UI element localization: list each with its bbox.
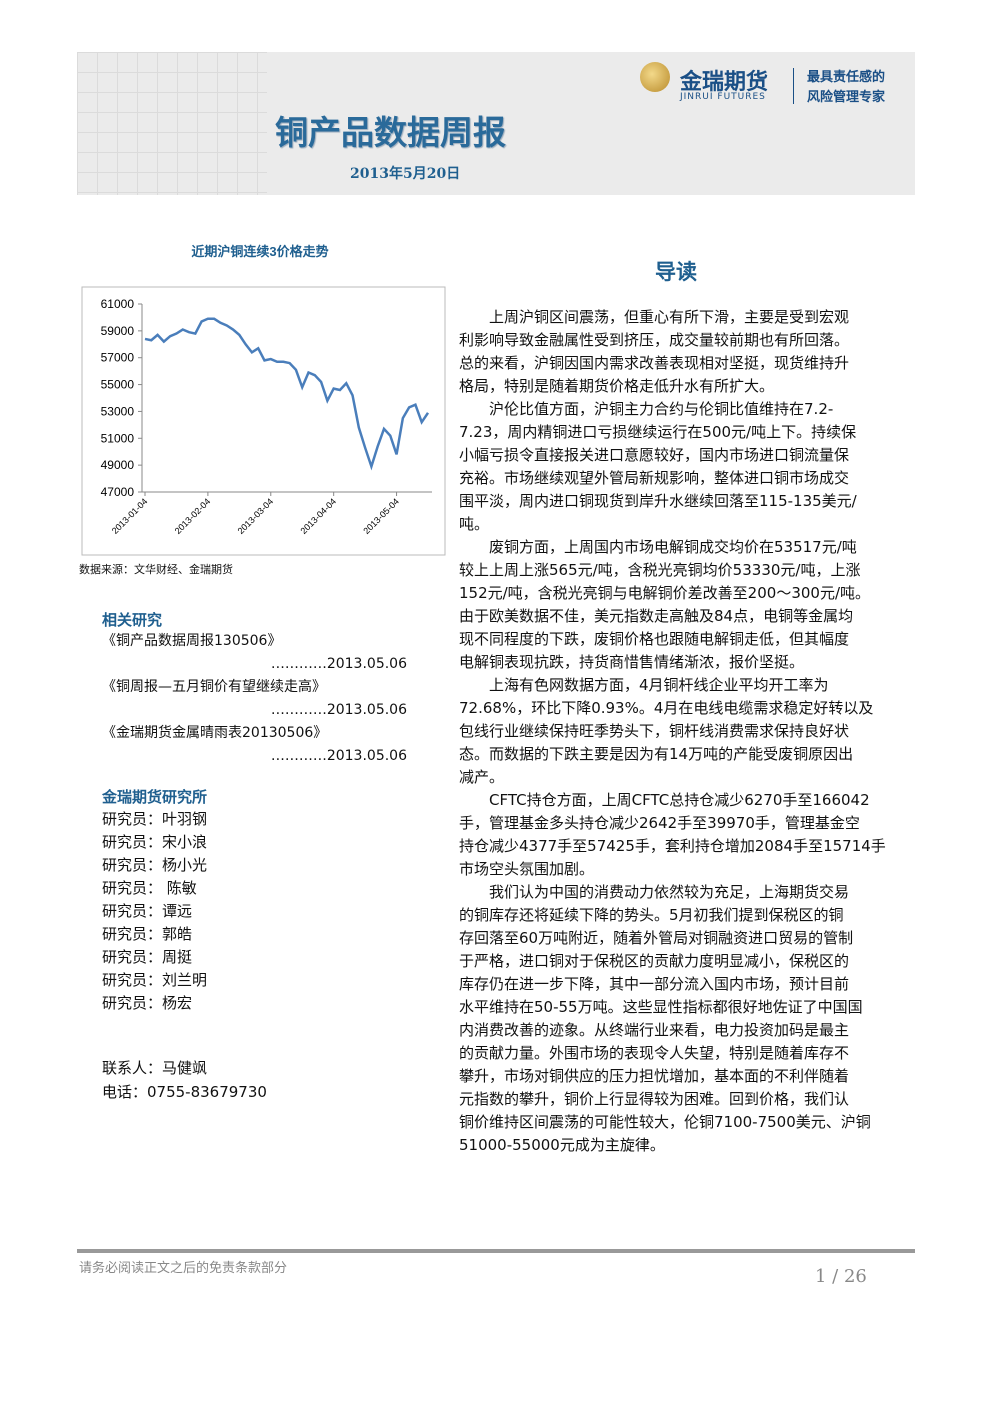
intro-line: 减产。 — [459, 768, 505, 786]
y-tick-label: 53000 — [101, 404, 135, 418]
intro-line: 废铜方面，上周国内市场电解铜成交均价在53517元/吨 — [489, 538, 857, 556]
page-number: 1 / 26 — [815, 1266, 867, 1287]
logo-divider — [793, 68, 794, 104]
intro-line: 格局，特别是随着期货价格走低升水有所扩大。 — [459, 377, 775, 395]
x-tick-label: 2013-04-04 — [298, 496, 338, 536]
y-tick-label: 47000 — [101, 485, 135, 499]
chart-title: 近期沪铜连续3价格走势 — [191, 244, 328, 259]
related-date: …………2013.05.06 — [270, 748, 407, 764]
researcher: 研究员：叶羽钢 — [102, 810, 208, 828]
researcher: 研究员：杨小光 — [102, 856, 208, 874]
footer-rule — [77, 1249, 915, 1253]
intro-line: 水平维持在50-55万吨。这些显性指标都很好地佐证了中国国 — [459, 998, 863, 1016]
logo-mark — [640, 62, 670, 92]
intro-line: 利影响导致金融属性受到挤压，成交量较前期也有所回落。 — [459, 331, 850, 349]
intro-line: 于严格，进口铜对于保税区的贡献力度明显减小，保税区的 — [459, 952, 850, 970]
related-item: 《金瑞期货金属晴雨表20130506》 — [102, 725, 328, 741]
related-title: 相关研究 — [102, 611, 163, 629]
y-tick-label: 57000 — [101, 351, 135, 365]
researcher: 研究员： 陈敏 — [102, 879, 197, 897]
intro-line: 内消费改善的迹象。从终端行业来看，电力投资加码是最主 — [459, 1021, 850, 1039]
x-tick-label: 2013-02-04 — [173, 496, 213, 536]
intro-line: 的铜库存还将延续下降的势头。5月初我们提到保税区的铜 — [459, 906, 844, 924]
y-tick-label: 49000 — [101, 458, 135, 472]
intro-line: 现不同程度的下跌，废铜价格也跟随电解铜走低，但其幅度 — [459, 630, 850, 648]
intro-line: 铜价维持区间震荡的可能性较大，伦铜7100-7500美元、沪铜 — [459, 1113, 871, 1131]
y-tick-label: 61000 — [101, 297, 135, 311]
researcher: 研究员：郭皓 — [102, 925, 193, 943]
intro-title: 导读 — [655, 259, 697, 284]
related-list: 《铜产品数据周报130506》 …………2013.05.06 《铜周报—五月铜价有望… — [102, 630, 407, 768]
intro-line: 元指数的攀升，铜价上行显得较为困难。回到价格，我们认 — [459, 1090, 850, 1108]
disclaimer: 请务必阅读正文之后的免责条款部分 — [79, 1261, 288, 1276]
price-line — [144, 317, 430, 471]
x-tick-label: 2013-03-04 — [236, 496, 276, 536]
intro-line: 7.23，周内精铜进口亏损继续运行在500元/吨上下。持续保 — [459, 423, 857, 441]
intro-line: 较上上周上涨565元/吨，含税光亮铜均价53330元/吨，上涨 — [459, 561, 861, 579]
intro-line: 上周沪铜区间震荡，但重心有所下滑，主要是受到宏观 — [489, 308, 850, 326]
intro-line: CFTC持仓方面，上周CFTC总持仓减少6270手至166042 — [489, 791, 870, 809]
logo-name: 金瑞期货 — [680, 70, 769, 95]
intro-line: 电解铜表现抗跌，持货商惜售情绪渐浓，报价坚挺。 — [459, 653, 805, 671]
y-tick-label: 55000 — [101, 378, 135, 392]
intro-line: 总的来看，沪铜因国内需求改善表现相对坚挺，现货维持升 — [459, 354, 850, 372]
researcher-list: 研究员：叶羽钢 研究员：宋小浪 研究员：杨小光 研究员： 陈敏 研究员：谭远 研究员：郭皓… — [102, 808, 207, 1015]
intro-line: 我们认为中国的消费动力依然较为充足，上海期货交易 — [489, 883, 850, 901]
header-pattern — [77, 52, 267, 195]
x-tick-label: 2013-05-04 — [361, 496, 401, 536]
intro-body: 上周沪铜区间震荡，但重心有所下滑，主要是受到宏观利影响导致金融属性受到挤压，成交… — [459, 306, 915, 1157]
researcher: 研究员：谭远 — [102, 902, 193, 920]
intro-line: 充裕。市场继续观望外管局新规影响，整体进口铜市场成交 — [459, 469, 850, 487]
intro-line: 包线行业继续保持旺季势头下，铜杆线消费需求保持良好状 — [459, 722, 850, 740]
intro-line: 市场空头氛围加剧。 — [459, 860, 595, 878]
related-date: …………2013.05.06 — [270, 702, 407, 718]
intro-line: 由于欧美数据不佳，美元指数走高触及84点，电铜等金属均 — [459, 607, 854, 625]
intro-line: 152元/吨，含税光亮铜与电解铜价差改善至200～300元/吨。 — [459, 584, 871, 602]
intro-line: 围平淡，周内进口铜现货到岸升水继续回落至115-135美元/ — [459, 492, 857, 510]
intro-line: 库存仍在进一步下降，其中一部分流入国内市场，预计目前 — [459, 975, 850, 993]
intro-line: 存回落至60万吨附近，随着外管局对铜融资进口贸易的管制 — [459, 929, 854, 947]
y-tick-label: 59000 — [101, 324, 135, 338]
intro-line: 小幅亏损令直接报关进口意愿较好，国内市场进口铜流量保 — [459, 446, 850, 464]
contact: 联系人：马健飒 — [102, 1059, 208, 1077]
chart-frame — [81, 286, 446, 556]
related-item: 《铜产品数据周报130506》 — [102, 633, 282, 649]
slogan: 风险管理专家 — [807, 90, 886, 105]
researcher: 研究员：宋小浪 — [102, 833, 208, 851]
researcher: 研究员：周挺 — [102, 948, 193, 966]
intro-line: 51000-55000元成为主旋律。 — [459, 1136, 665, 1154]
y-tick-label: 51000 — [101, 431, 135, 445]
chart-source: 数据来源：文华财经、金瑞期货 — [79, 563, 233, 576]
report-date: 2013年5月20日 — [350, 166, 461, 182]
x-tick-label: 2013-01-04 — [110, 496, 150, 536]
slogan: 最具责任感的 — [807, 70, 886, 85]
intro-line: 攀升，市场对铜供应的压力担忧增加，基本面的不利伴随着 — [459, 1067, 850, 1085]
researcher: 研究员：杨宏 — [102, 994, 193, 1012]
researcher: 研究员：刘兰明 — [102, 971, 208, 989]
related-date: …………2013.05.06 — [270, 656, 407, 672]
report-title: 铜产品数据周报 — [275, 113, 506, 152]
price-chart: 近期沪铜连续3价格走势 47000 49000 51000 53000 55000 570… — [81, 244, 446, 556]
intro-line: 态。而数据的下跌主要是因为有14万吨的产能受废铜原因出 — [459, 745, 854, 763]
logo-en: JINRUI FUTURES — [680, 92, 766, 102]
intro-line: 上海有色网数据方面，4月铜杆线企业平均开工率为 — [489, 676, 829, 694]
intro-line: 的贡献力量。外围市场的表现令人失望，特别是随着库存不 — [459, 1044, 850, 1062]
intro-line: 沪伦比值方面，沪铜主力合约与伦铜比值维持在7.2- — [489, 400, 834, 418]
intro-line: 吨。 — [459, 515, 490, 533]
intro-line: 72.68%，环比下降0.93%。4月在电线电缆需求稳定好转以及 — [459, 699, 874, 717]
intro-line: 持仓减少4377手至57425手，套利持仓增加2084手至15714手 — [459, 837, 886, 855]
related-item: 《铜周报—五月铜价有望继续走高》 — [102, 679, 326, 695]
intro-line: 手，管理基金多头持仓减少2642手至39970手，管理基金空 — [459, 814, 860, 832]
phone: 电话：0755-83679730 — [102, 1083, 267, 1101]
institute-title: 金瑞期货研究所 — [102, 788, 208, 806]
